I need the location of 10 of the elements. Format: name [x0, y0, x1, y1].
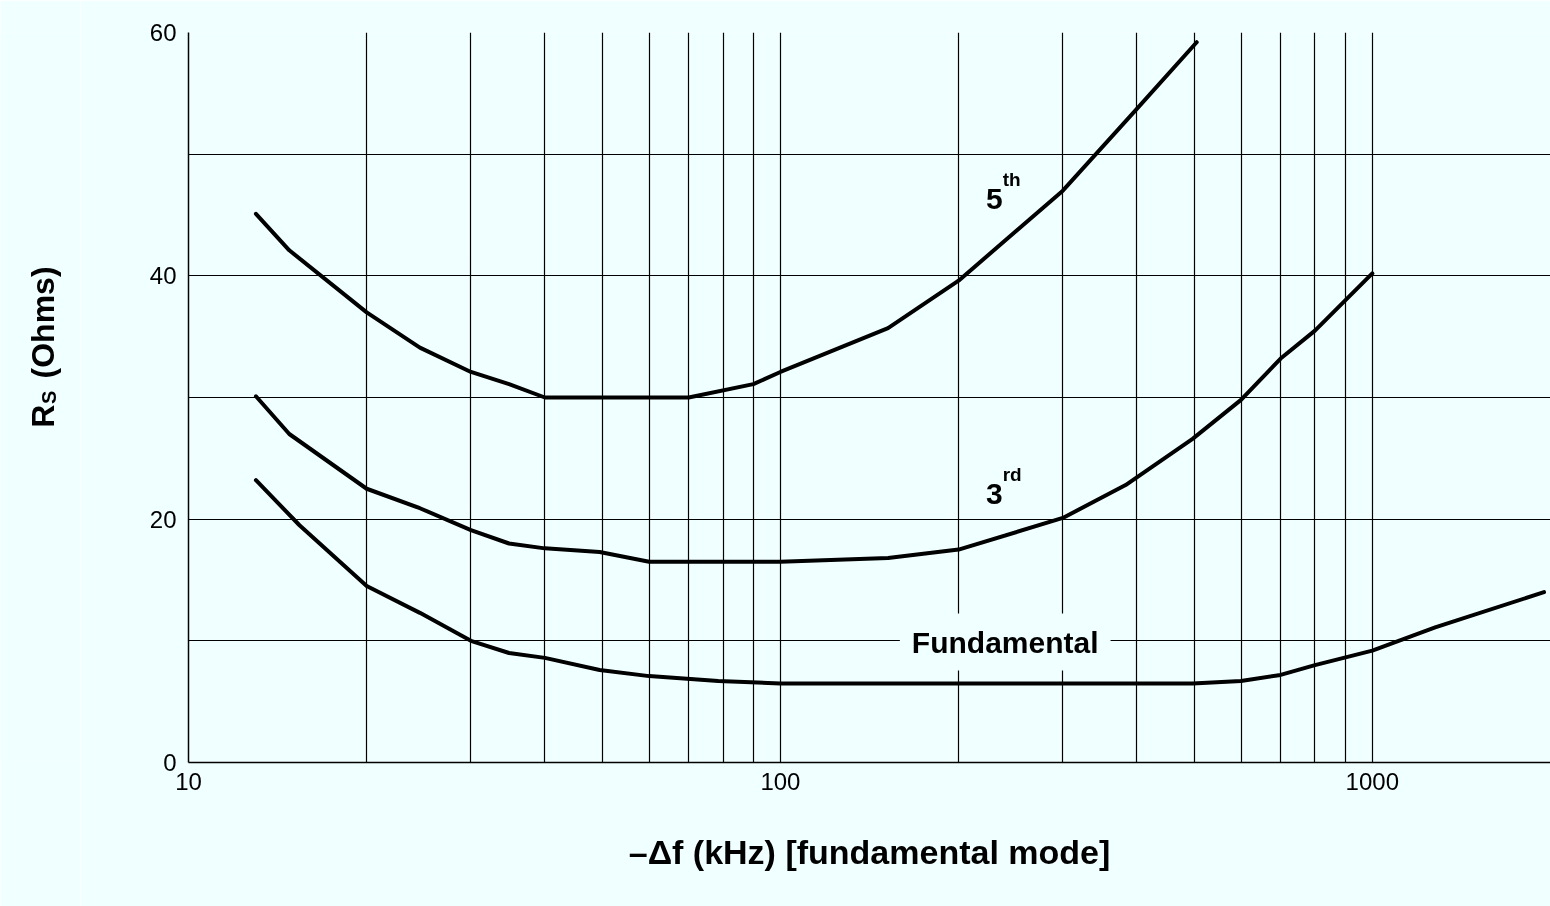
- x-tick-label: 1000: [1345, 767, 1400, 795]
- x-tick-label: 100: [760, 767, 801, 795]
- y-tick-label: 40: [149, 262, 177, 290]
- x-axis-title: –Δf (kHz) [fundamental mode]: [628, 832, 1111, 871]
- y-tick-label: 60: [149, 19, 177, 46]
- y-tick-label: 20: [149, 505, 177, 533]
- y-tick-label: 0: [163, 749, 177, 776]
- x-tick-label: 10: [175, 767, 202, 795]
- series-label: Fundamental: [911, 625, 1099, 659]
- y-axis-title: RS (Ohms): [24, 266, 61, 428]
